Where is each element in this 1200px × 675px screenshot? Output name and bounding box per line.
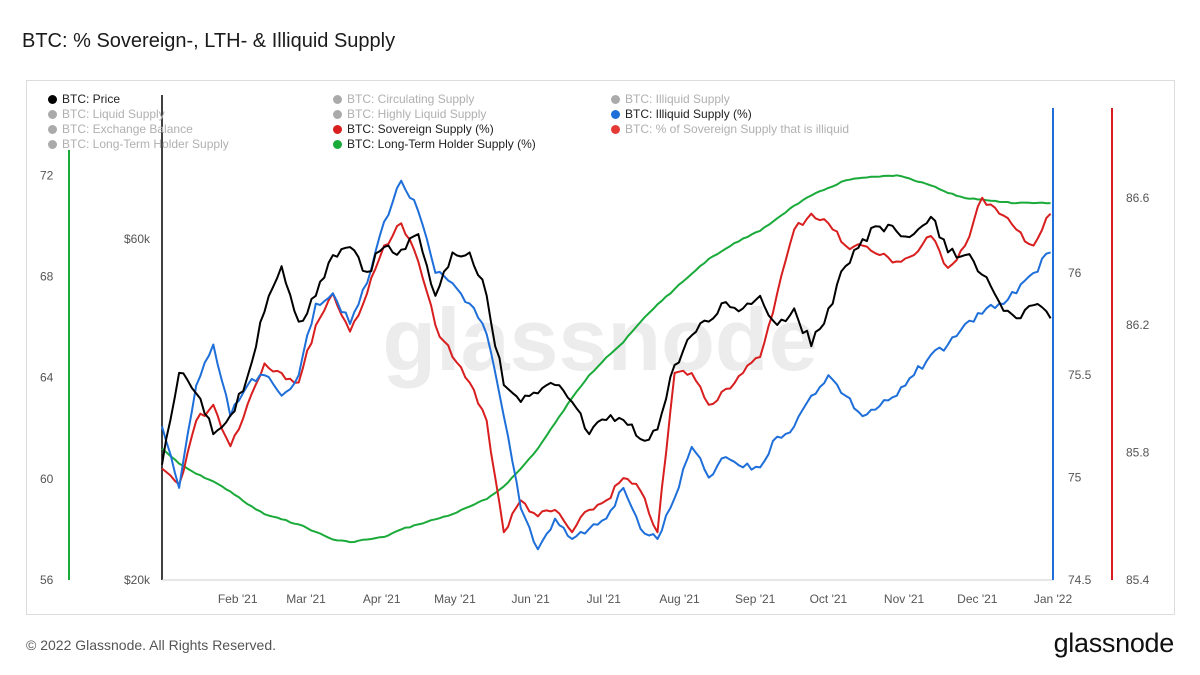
legend-label: BTC: Long-Term Holder Supply (%) (347, 137, 536, 151)
legend-dot-icon (48, 124, 57, 134)
illiquid-tick-label: 75.5 (1068, 368, 1092, 382)
legend-dot-icon (48, 139, 57, 149)
chart-frame (26, 80, 1175, 615)
lth-tick-label: 64 (40, 371, 54, 385)
sovereign-tick-label: 86.2 (1126, 318, 1150, 332)
legend-dot-icon (333, 124, 342, 134)
legend-dot-icon (48, 94, 57, 104)
legend-dot-icon (611, 124, 620, 134)
x-tick-label: Sep '21 (735, 592, 776, 606)
legend-label: BTC: Long-Term Holder Supply (62, 137, 229, 151)
legend-item[interactable]: BTC: % of Sovereign Supply that is illiq… (611, 122, 849, 136)
legend-item[interactable]: BTC: Liquid Supply (48, 107, 165, 121)
illiquid-tick-label: 76 (1068, 266, 1082, 280)
illiquid-tick-label: 74.5 (1068, 573, 1092, 587)
x-tick-label: Jul '21 (587, 592, 622, 606)
series-layer (161, 174, 1052, 551)
legend-dot-icon (333, 94, 342, 104)
series-btc-long-term-holder-supply (161, 174, 1051, 544)
x-tick-label: Dec '21 (957, 592, 998, 606)
sovereign-tick-label: 85.4 (1126, 573, 1150, 587)
legend-item[interactable]: BTC: Highly Liquid Supply (333, 107, 486, 121)
legend-item[interactable]: BTC: Long-Term Holder Supply (%) (333, 137, 536, 151)
legend-label: BTC: Price (62, 92, 121, 106)
page-title: BTC: % Sovereign-, LTH- & Illiquid Suppl… (22, 30, 396, 52)
price-tick-label: $60k (124, 232, 151, 246)
legend-item[interactable]: BTC: Circulating Supply (333, 92, 474, 106)
x-tick-label: Feb '21 (218, 592, 258, 606)
x-tick-label: Apr '21 (363, 592, 401, 606)
legend-item[interactable]: BTC: Price (48, 92, 120, 106)
price-tick-label: $20k (124, 573, 151, 587)
lth-tick-label: 72 (40, 168, 54, 182)
lth-tick-label: 56 (40, 573, 54, 587)
legend-label: BTC: % of Sovereign Supply that is illiq… (625, 122, 850, 136)
series-btc-illiquid-supply (161, 179, 1051, 551)
watermark: glassnode (382, 290, 817, 389)
sovereign-tick-label: 86.6 (1126, 191, 1150, 205)
legend-item[interactable]: BTC: Sovereign Supply (%) (333, 122, 494, 136)
legend-dot-icon (611, 109, 620, 119)
illiquid-tick-label: 75 (1068, 471, 1082, 485)
legend-label: BTC: Circulating Supply (347, 92, 475, 106)
lth-tick-label: 60 (40, 472, 54, 486)
footer-copyright: © 2022 Glassnode. All Rights Reserved. (26, 637, 277, 653)
legend-item[interactable]: BTC: Exchange Balance (48, 122, 193, 136)
x-tick-label: Jun '21 (511, 592, 550, 606)
legend-label: BTC: Exchange Balance (62, 122, 193, 136)
x-tick-label: Jan '22 (1034, 592, 1073, 606)
legend-label: BTC: Highly Liquid Supply (347, 107, 487, 121)
x-tick-label: May '21 (434, 592, 476, 606)
brand-logo: glassnode (1053, 628, 1175, 658)
legend-dot-icon (48, 109, 57, 119)
lth-tick-label: 68 (40, 269, 54, 283)
legend-item[interactable]: BTC: Long-Term Holder Supply (48, 137, 229, 151)
series-btc-price (161, 215, 1052, 465)
legend-dot-icon (611, 94, 620, 104)
x-tick-label: Aug '21 (659, 592, 700, 606)
legend-dot-icon (333, 139, 342, 149)
x-tick-label: Oct '21 (810, 592, 848, 606)
legend-label: BTC: Illiquid Supply (625, 92, 730, 106)
legend-dot-icon (333, 109, 342, 119)
legend-label: BTC: Illiquid Supply (%) (625, 107, 752, 121)
legend-label: BTC: Sovereign Supply (%) (347, 122, 494, 136)
x-tick-label: Mar '21 (286, 592, 326, 606)
x-tick-label: Nov '21 (884, 592, 925, 606)
axis-lines (68, 95, 1113, 581)
sovereign-tick-label: 85.8 (1126, 446, 1150, 460)
legend-item[interactable]: BTC: Illiquid Supply (%) (611, 107, 752, 121)
legend-label: BTC: Liquid Supply (62, 107, 165, 121)
series-btc-sovereign-supply (161, 196, 1052, 534)
legend-item[interactable]: BTC: Illiquid Supply (611, 92, 730, 106)
tick-layer: Feb '21 Mar '21 Apr '21 May '21 Jun '21 Jul '… (40, 168, 1150, 606)
